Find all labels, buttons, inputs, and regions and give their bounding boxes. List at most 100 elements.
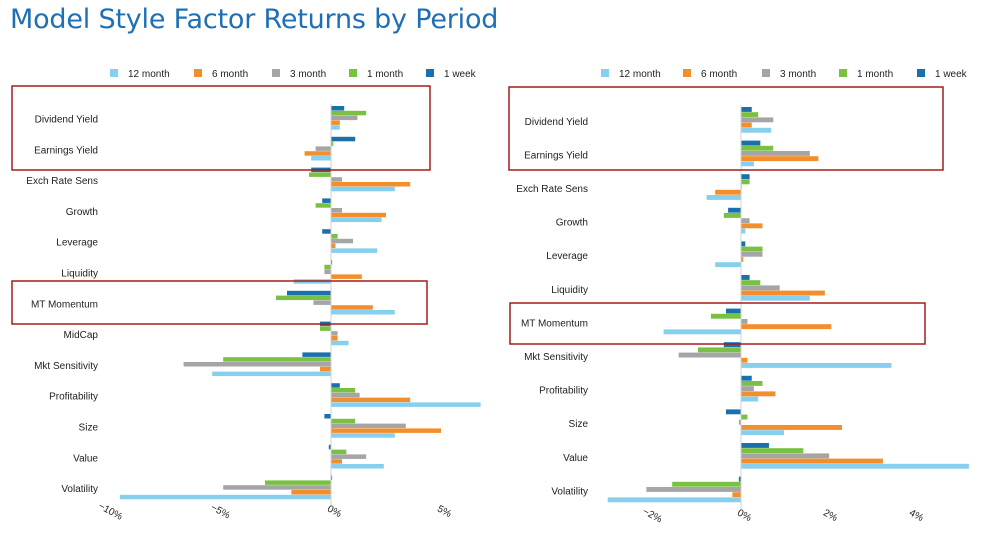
bar-3-month bbox=[223, 485, 331, 490]
x-tick-label: 5% bbox=[435, 504, 453, 521]
bar-12-month bbox=[331, 464, 384, 469]
bar-12-month bbox=[706, 195, 741, 200]
category-label: Liquidity bbox=[61, 269, 98, 280]
bar-3-month bbox=[738, 419, 741, 425]
bar-3-month bbox=[315, 146, 331, 151]
bar-12-month bbox=[331, 402, 481, 407]
bar-1-week bbox=[741, 107, 752, 112]
bar-3-month bbox=[741, 117, 774, 123]
bar-6-month bbox=[331, 397, 411, 403]
bar-1-week bbox=[741, 241, 746, 247]
category-label: Value bbox=[563, 453, 588, 464]
bar-6-month bbox=[331, 182, 411, 187]
bar-1-month bbox=[741, 280, 761, 286]
bar-3-month bbox=[331, 331, 338, 336]
category-label: Dividend Yield bbox=[35, 115, 98, 126]
highlight-box bbox=[508, 86, 944, 171]
bar-6-month bbox=[741, 156, 819, 162]
bar-3-month bbox=[678, 352, 741, 358]
bar-3-month bbox=[741, 319, 748, 324]
bar-12-month bbox=[741, 228, 746, 234]
bar-12-month bbox=[741, 363, 892, 368]
legend-swatch-1-month bbox=[349, 69, 357, 77]
category-label: Mkt Sensitivity bbox=[34, 361, 98, 372]
bar-3-month bbox=[646, 487, 741, 492]
bar-1-month bbox=[331, 234, 338, 239]
bar-6-month bbox=[741, 223, 763, 229]
bar-12-month bbox=[331, 340, 349, 346]
category-label: Size bbox=[569, 419, 589, 430]
category-label: Dividend Yield bbox=[525, 117, 588, 128]
category-label: MT Momentum bbox=[31, 299, 98, 310]
bar-1-month bbox=[223, 357, 331, 362]
bar-12-month bbox=[741, 161, 754, 167]
bar-12-month bbox=[331, 310, 395, 315]
category-label: Growth bbox=[66, 207, 98, 218]
bar-3-month bbox=[741, 151, 810, 156]
bar-1-week bbox=[324, 414, 331, 419]
highlight-box bbox=[11, 85, 431, 171]
bar-1-month bbox=[741, 414, 748, 420]
bar-1-month bbox=[331, 418, 356, 424]
bar-6-month bbox=[715, 189, 741, 195]
category-label: Profitability bbox=[49, 392, 98, 403]
bar-3-month bbox=[331, 238, 353, 244]
bar-3-month bbox=[741, 285, 780, 291]
bar-1-month bbox=[710, 313, 741, 319]
x-tick-label: 0% bbox=[325, 504, 343, 521]
bar-1-week bbox=[331, 136, 356, 142]
bar-1-month bbox=[315, 203, 331, 208]
bar-1-week bbox=[287, 290, 331, 296]
bar-1-month bbox=[265, 480, 331, 485]
bar-6-month bbox=[320, 366, 331, 372]
bar-6-month bbox=[331, 274, 362, 279]
bar-1-week bbox=[331, 383, 340, 388]
bar-1-month bbox=[741, 381, 763, 386]
bar-12-month bbox=[715, 262, 741, 268]
category-label: Leverage bbox=[56, 238, 98, 249]
bar-1-week bbox=[322, 198, 331, 203]
legend-swatch-12-month bbox=[601, 69, 609, 77]
bar-12-month bbox=[212, 371, 331, 377]
bar-3-month bbox=[324, 269, 331, 275]
bar-6-month bbox=[741, 458, 883, 464]
category-label: Growth bbox=[556, 218, 588, 229]
bar-12-month bbox=[331, 248, 378, 253]
category-label: Volatility bbox=[61, 484, 98, 495]
legend-swatch-6-month bbox=[194, 69, 202, 77]
bar-6-month bbox=[331, 336, 338, 341]
bar-12-month bbox=[311, 156, 331, 161]
bar-1-month bbox=[320, 326, 331, 331]
bar-1-month bbox=[741, 246, 763, 252]
bar-1-week bbox=[322, 229, 331, 234]
bar-1-month bbox=[331, 110, 367, 116]
bar-1-month bbox=[324, 264, 331, 270]
category-label: Mkt Sensitivity bbox=[524, 352, 588, 363]
bar-6-month bbox=[331, 459, 342, 464]
legend-label: 12 month bbox=[619, 69, 661, 80]
bar-12-month bbox=[741, 127, 772, 133]
x-tick-label: −5% bbox=[209, 502, 232, 521]
bar-1-month bbox=[331, 141, 334, 147]
bar-12-month bbox=[607, 497, 741, 503]
bar-12-month bbox=[331, 217, 382, 223]
bar-3-month bbox=[331, 392, 360, 398]
x-tick-label: −10% bbox=[96, 501, 124, 523]
bar-6-month bbox=[741, 290, 825, 296]
bar-6-month bbox=[331, 305, 373, 310]
bar-3-month bbox=[331, 454, 367, 459]
legend-label: 1 week bbox=[935, 69, 968, 80]
page-title: Model Style Factor Returns by Period bbox=[10, 4, 499, 35]
bar-12-month bbox=[331, 125, 340, 130]
bar-1-month bbox=[741, 179, 750, 185]
bar-6-month bbox=[732, 492, 741, 498]
bar-1-week bbox=[328, 444, 331, 450]
highlight-box bbox=[509, 302, 926, 345]
bar-1-week bbox=[741, 174, 750, 180]
bar-6-month bbox=[331, 428, 441, 433]
bar-1-week bbox=[331, 475, 333, 481]
bar-3-month bbox=[183, 362, 331, 367]
legend-label: 1 month bbox=[367, 69, 403, 80]
legend-label: 6 month bbox=[701, 69, 737, 80]
bar-1-week bbox=[725, 409, 741, 415]
